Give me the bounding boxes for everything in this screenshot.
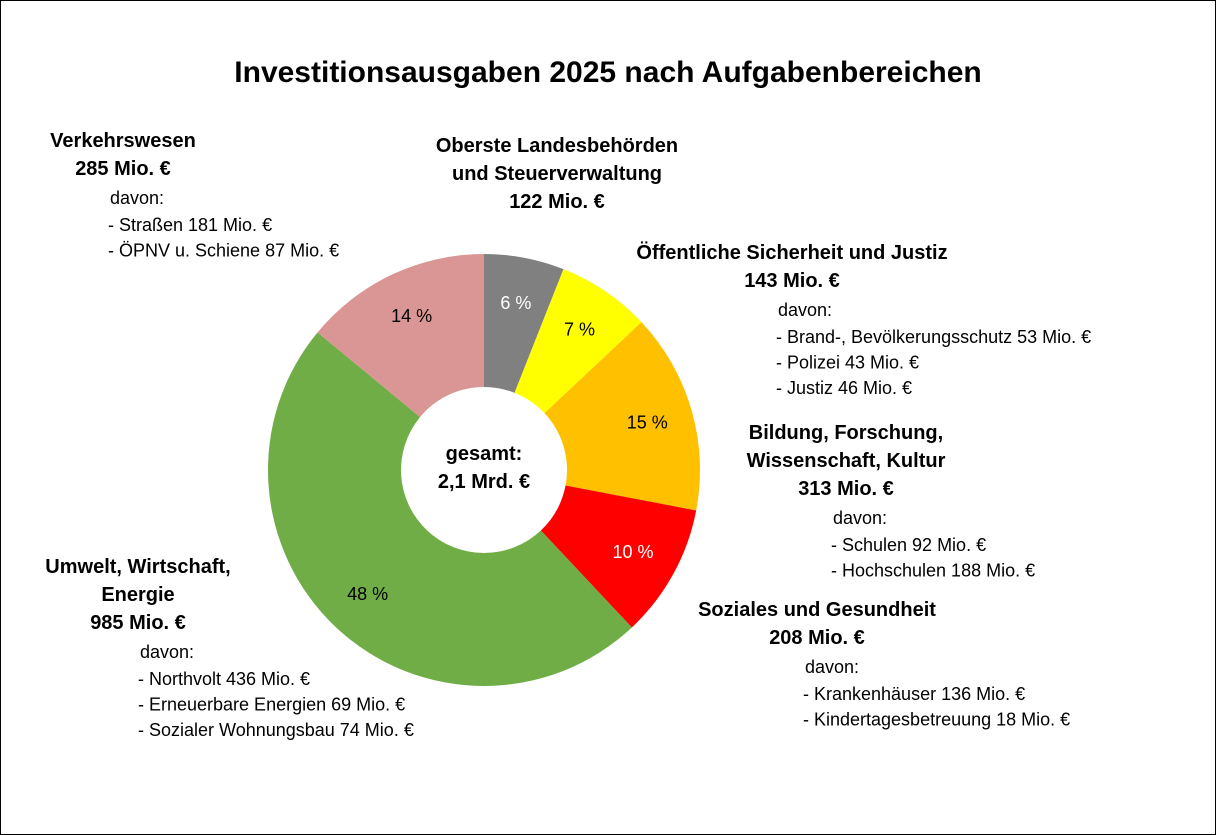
davon-label: davon: [140,642,194,662]
slice [540,485,697,628]
category-label: Soziales und Gesundheit [698,599,936,621]
amount-label: 285 Mio. € [75,158,171,180]
value-label: 15 % [627,413,668,433]
detail-label: - Krankenhäuser 136 Mio. € [803,684,1025,704]
slice [317,254,484,418]
category-label: Energie [101,584,174,606]
amount-label: 985 Mio. € [90,612,186,634]
value-label: 14 % [391,306,432,326]
value-label: 10 % [612,542,653,562]
category-label: Wissenschaft, Kultur [747,450,946,472]
category-label: Verkehrswesen [50,130,196,152]
detail-label: - Sozialer Wohnungsbau 74 Mio. € [138,720,414,740]
chart-title: Investitionsausgaben 2025 nach Aufgabenb… [234,56,981,89]
slice [484,254,564,393]
center-label: gesamt: [446,443,523,465]
davon-label: davon: [778,300,832,320]
slice [514,269,642,414]
amount-label: 208 Mio. € [769,627,865,649]
value-label: 6 % [500,293,531,313]
category-label: Umwelt, Wirtschaft, [45,556,230,578]
amount-label: 122 Mio. € [509,191,605,213]
center-label: 2,1 Mrd. € [438,471,530,493]
slice [544,322,700,511]
category-label: und Steuerverwaltung [452,163,662,185]
davon-label: davon: [110,188,164,208]
detail-label: - Kindertagesbetreuung 18 Mio. € [803,710,1070,730]
value-label: 48 % [347,584,388,604]
category-label: Oberste Landesbehörden [436,135,678,157]
detail-label: - Brand-, Bevölkerungsschutz 53 Mio. € [776,327,1091,347]
detail-label: - Straßen 181 Mio. € [108,215,272,235]
detail-label: - Hochschulen 188 Mio. € [831,561,1035,581]
value-label: 7 % [564,319,595,339]
detail-label: - Erneuerbare Energien 69 Mio. € [138,695,405,715]
category-label: Öffentliche Sicherheit und Justiz [636,241,947,264]
amount-label: 313 Mio. € [798,478,894,500]
davon-label: davon: [805,657,859,677]
detail-label: - Polizei 43 Mio. € [776,353,919,373]
detail-label: - ÖPNV u. Schiene 87 Mio. € [108,241,339,261]
category-label: Bildung, Forschung, [749,422,943,444]
detail-label: - Schulen 92 Mio. € [831,535,986,555]
davon-label: davon: [833,508,887,528]
detail-label: - Northvolt 436 Mio. € [138,669,310,689]
slice [267,332,632,687]
detail-label: - Justiz 46 Mio. € [776,378,912,398]
amount-label: 143 Mio. € [744,270,840,292]
